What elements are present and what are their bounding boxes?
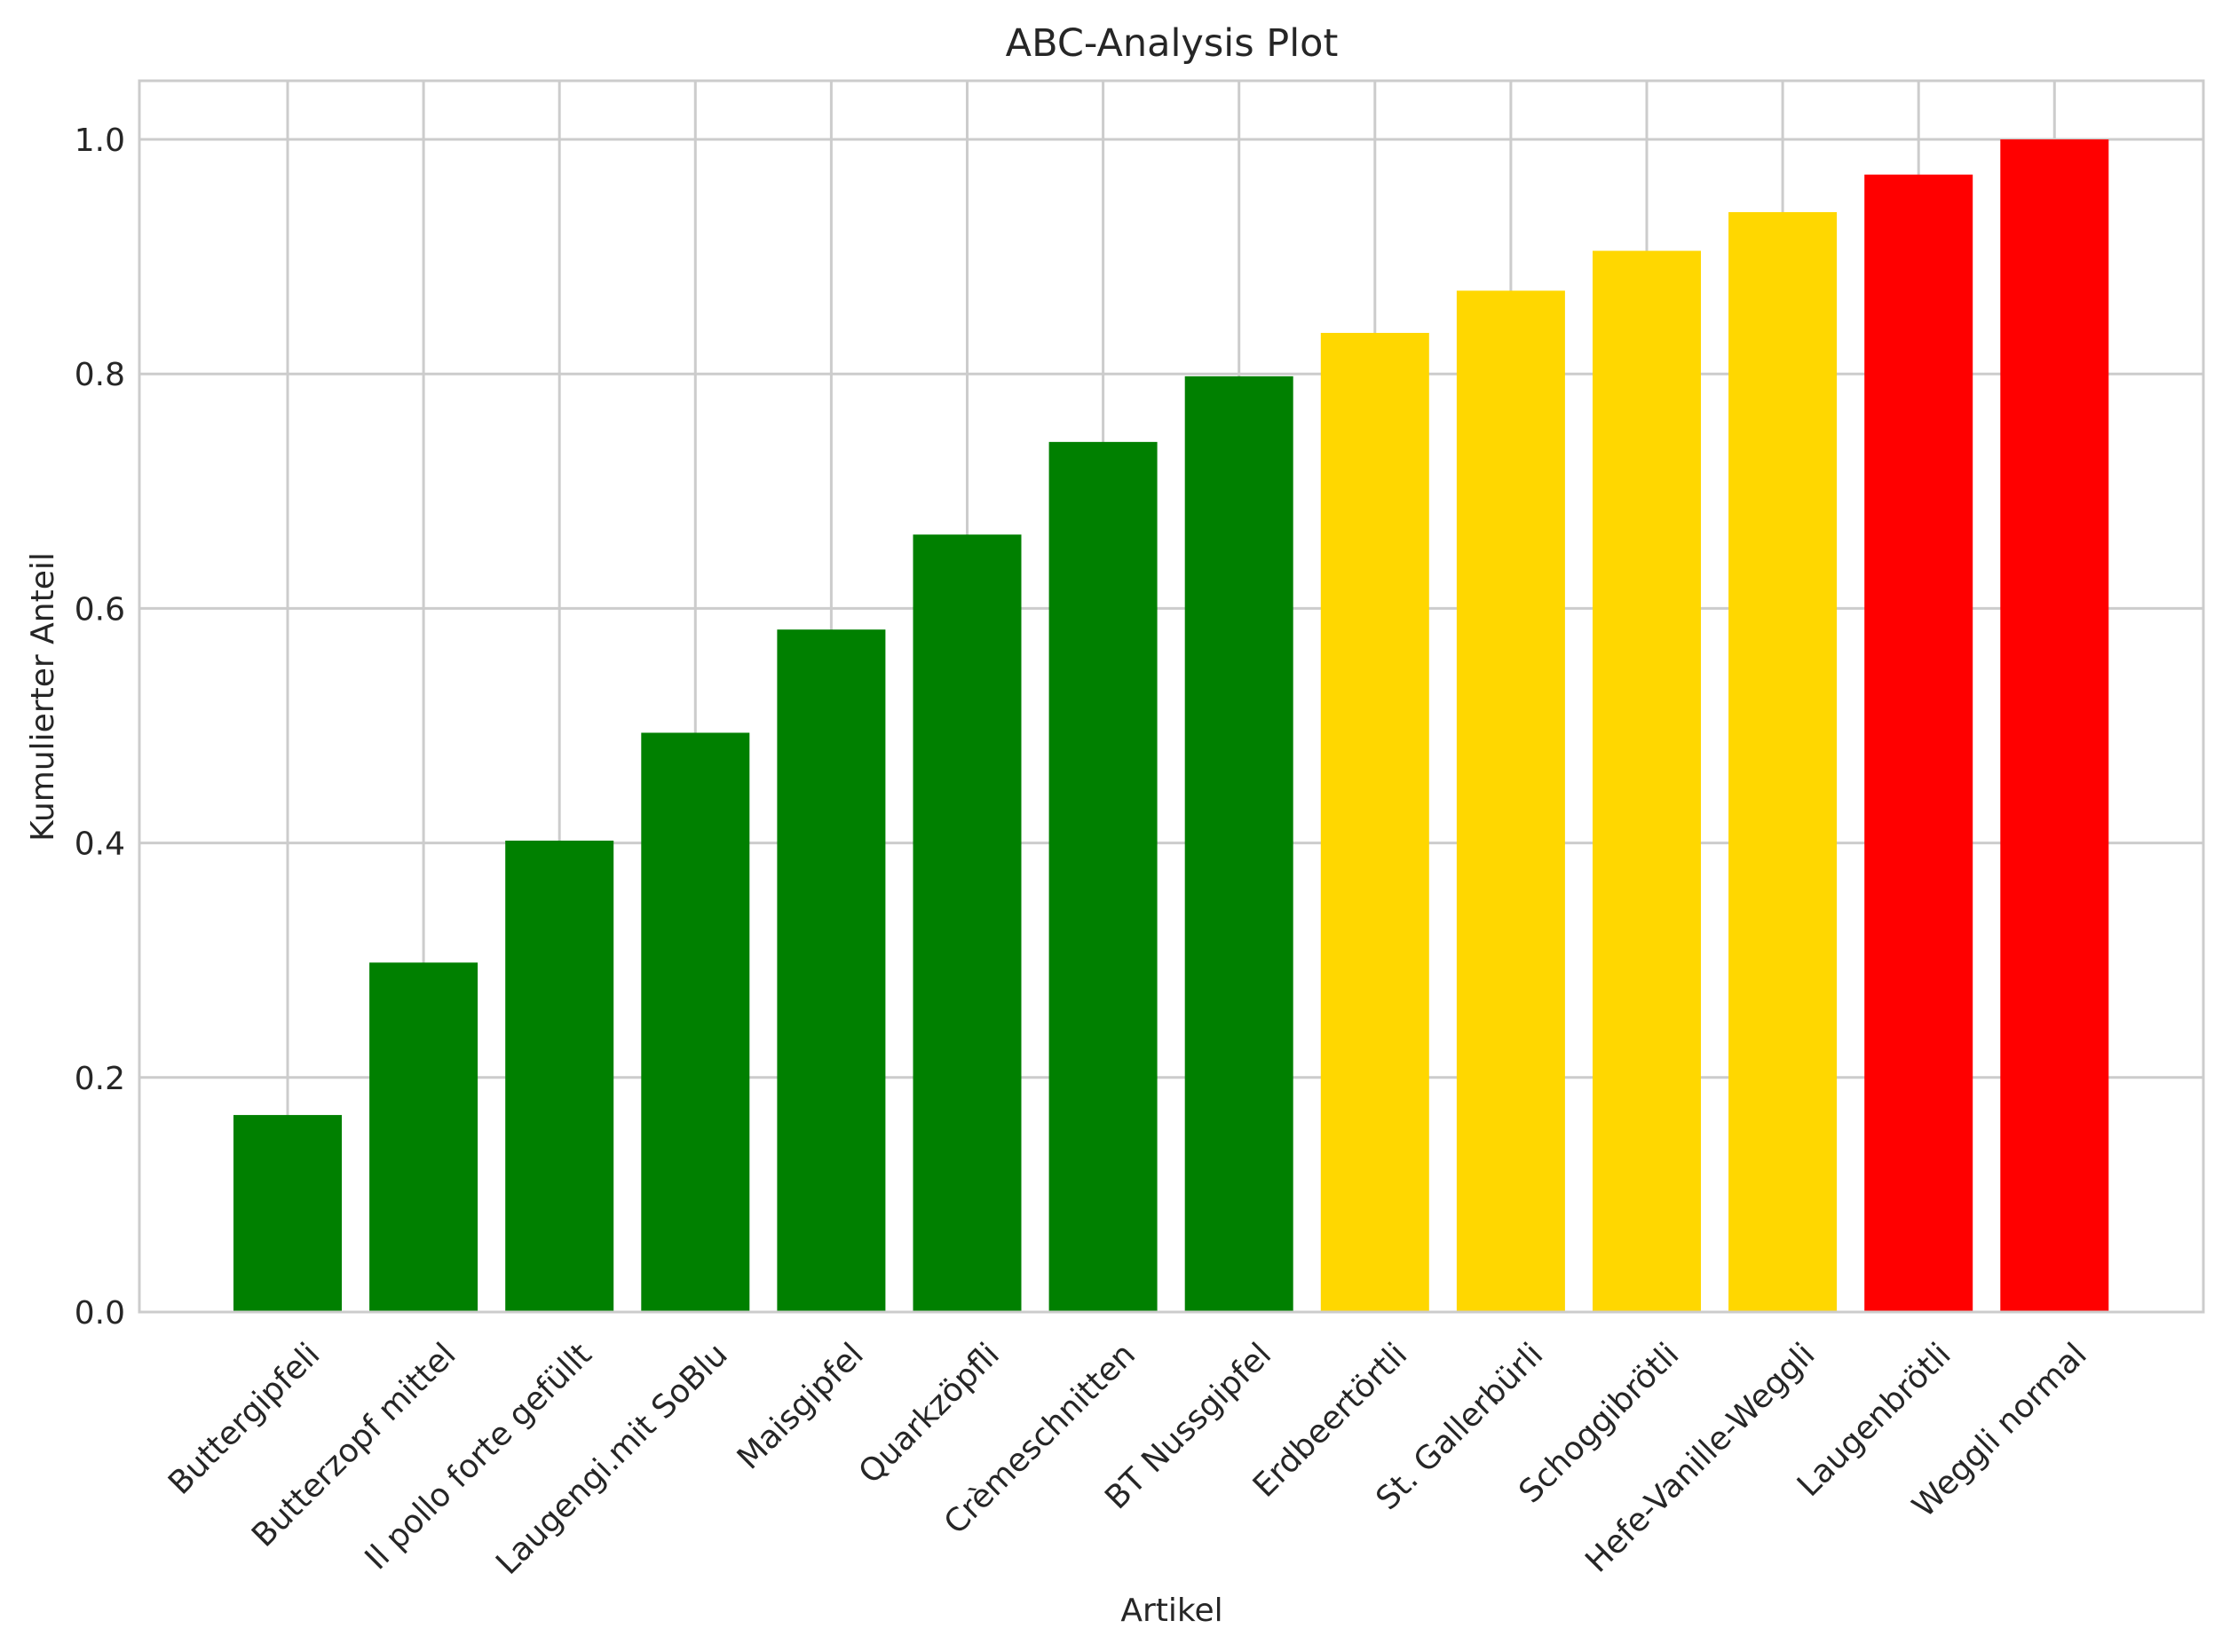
y-tick-label: 1.0 xyxy=(75,123,125,159)
bar xyxy=(1864,174,1973,1313)
bar-layer xyxy=(233,139,2109,1313)
chart-title: ABC-Analysis Plot xyxy=(1006,21,1339,66)
bar xyxy=(1728,211,1838,1313)
bar xyxy=(1184,375,1293,1312)
x-tick-label: Laugengi.mit SoBlu xyxy=(489,1336,735,1582)
bar xyxy=(641,732,750,1312)
y-tick-label: 0.6 xyxy=(75,591,125,628)
bar xyxy=(1320,333,1429,1312)
x-axis-label: Artikel xyxy=(1120,1593,1222,1629)
bar xyxy=(777,629,886,1312)
y-tick-label: 0.2 xyxy=(75,1061,125,1097)
bar xyxy=(369,962,478,1312)
x-tick-label: Quarkzöpfli xyxy=(852,1336,1007,1490)
x-tick-label: Maisgipfel xyxy=(731,1336,871,1476)
bar xyxy=(1048,441,1158,1312)
y-tick-label: 0.4 xyxy=(75,826,125,863)
bar xyxy=(505,840,614,1312)
bar xyxy=(1456,290,1565,1313)
y-tick-label: 0.0 xyxy=(75,1295,125,1332)
plot-frame xyxy=(138,79,2205,1314)
bar xyxy=(2000,139,2109,1313)
bar xyxy=(1593,250,1701,1312)
y-tick-labels: 0.0 0.2 0.4 0.6 0.8 1.0 xyxy=(75,123,125,1332)
bar xyxy=(233,1115,342,1312)
y-axis-label: Kumulierter Anteil xyxy=(25,552,61,842)
y-tick-label: 0.8 xyxy=(75,357,125,393)
bar xyxy=(913,534,1022,1312)
x-tick-label: Hefe-Vanille-Weggli xyxy=(1578,1336,1822,1579)
x-tick-label: Il pollo forte gefüllt xyxy=(359,1336,599,1577)
